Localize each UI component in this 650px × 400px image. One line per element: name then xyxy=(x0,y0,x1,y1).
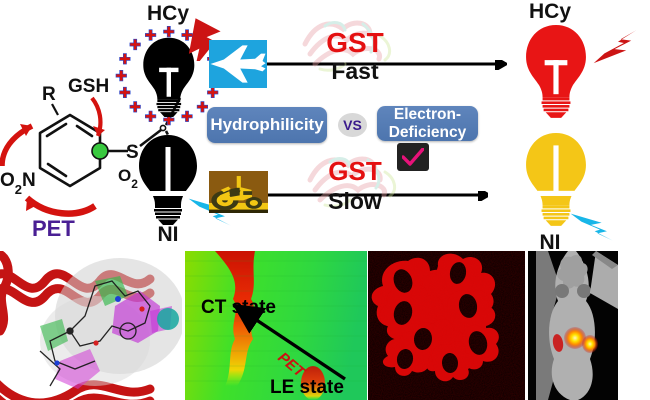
svg-text:PET: PET xyxy=(32,216,75,241)
svg-text:LE state: LE state xyxy=(270,377,344,398)
svg-text:O2N: O2N xyxy=(0,170,36,197)
svg-text:GST: GST xyxy=(326,27,384,58)
svg-text:GST: GST xyxy=(328,156,382,186)
svg-text:CT state: CT state xyxy=(201,297,276,318)
svg-text:R: R xyxy=(42,84,56,105)
svg-text:GSH: GSH xyxy=(68,76,109,97)
